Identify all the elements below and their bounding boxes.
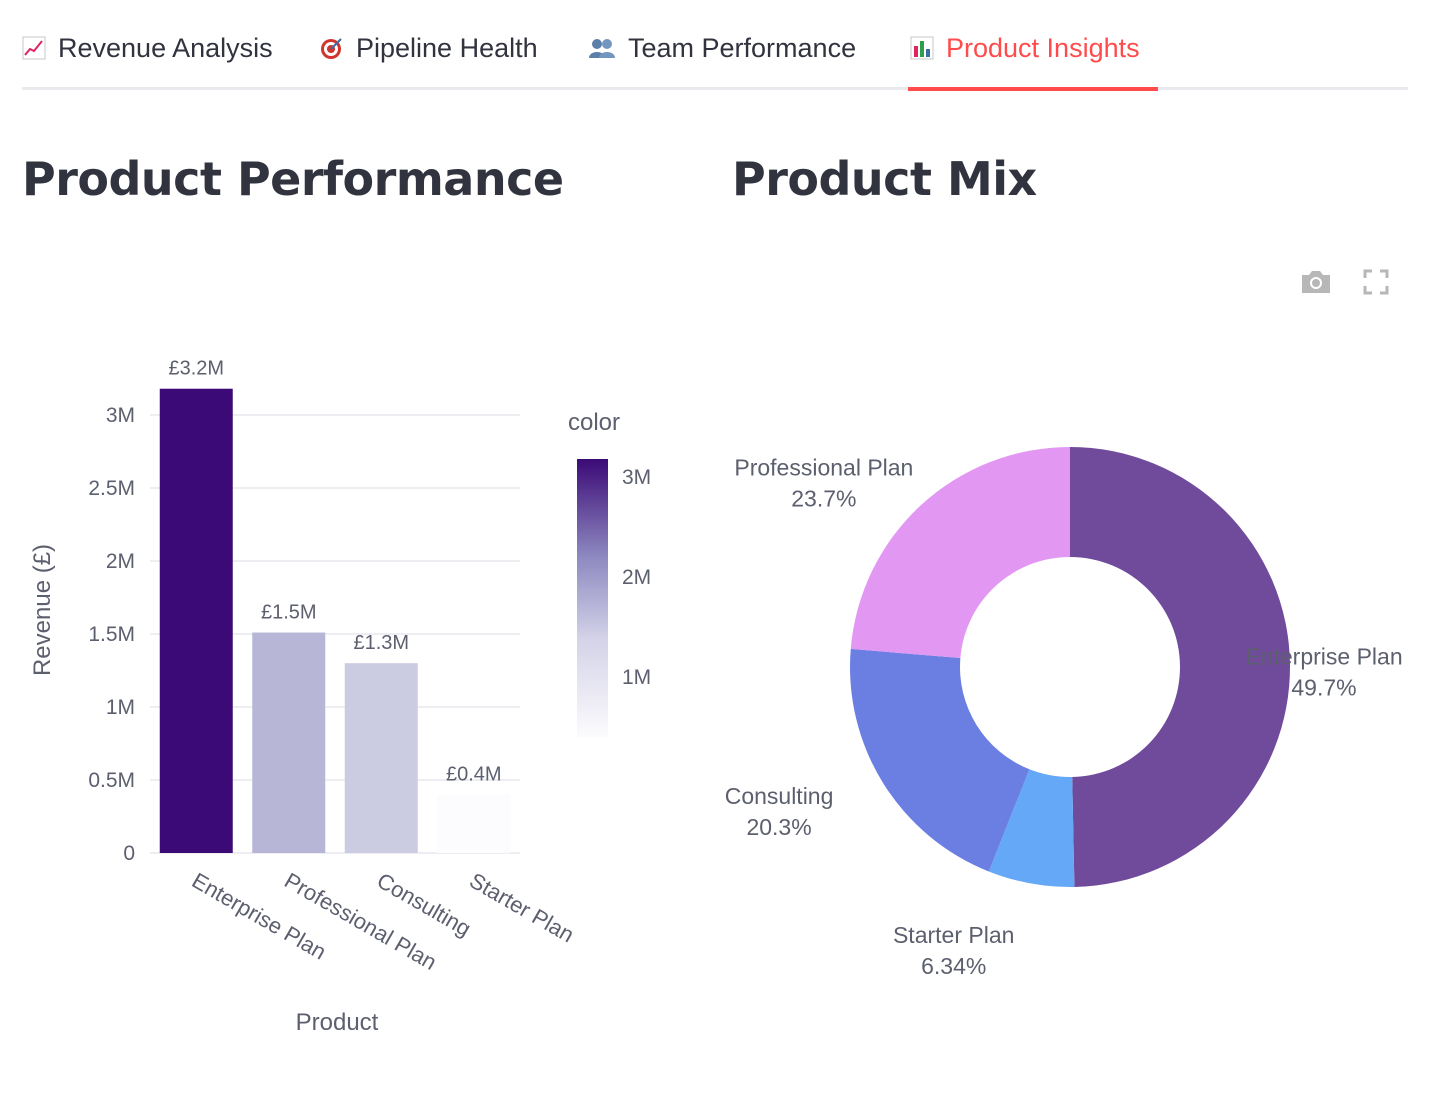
product-performance-title: Product Performance [22,152,564,206]
tab-label: Product Insights [946,32,1140,63]
pie-percent-label: 6.34% [921,953,986,979]
tab-bar-divider [22,87,1408,90]
bar-data-label: £1.3M [353,632,409,654]
y-tick-label: 2M [106,550,135,573]
pie-percent-label: 49.7% [1291,674,1356,700]
bar-data-label: £0.4M [446,764,502,786]
bar[interactable] [344,663,418,853]
tab-team-performance[interactable]: Team Performance [588,28,856,68]
target-icon [320,36,344,60]
x-tick-label: Starter Plan [465,868,578,948]
pie-slice[interactable] [850,447,1070,658]
bar[interactable] [252,632,326,853]
fullscreen-icon[interactable] [1358,264,1394,300]
tab-label: Team Performance [628,32,857,63]
colorbar-tick-label: 2M [622,566,651,589]
chart-increasing-icon [22,36,46,60]
people-icon [588,36,616,60]
x-tick-label: Professional Plan [280,868,441,975]
colorbar: color 1M 2M 3M [568,409,651,737]
tab-label: Revenue Analysis [58,32,273,63]
pie-percent-label: 20.3% [746,814,811,840]
bar-data-label: £3.2M [168,358,224,380]
colorbar-tick-label: 1M [622,666,651,689]
bar[interactable] [159,388,233,853]
bar-data-label: £1.5M [261,602,317,624]
pie-percent-label: 23.7% [791,486,856,512]
colorbar-title: color [568,409,620,436]
bar[interactable] [437,794,511,853]
x-axis-label: Product [296,1009,379,1036]
pie-label: Professional Plan [734,455,913,481]
bar-chart-icon [910,36,934,60]
y-tick-label: 2.5M [88,477,135,500]
tab-product-insights[interactable]: Product Insights [910,28,1140,68]
colorbar-gradient [577,459,608,737]
colorbar-tick-label: 3M [622,466,651,489]
camera-icon[interactable] [1298,264,1334,300]
tab-pipeline-health[interactable]: Pipeline Health [320,28,538,68]
tab-revenue-analysis[interactable]: Revenue Analysis [22,28,273,68]
y-axis-label: Revenue (£) [29,544,56,676]
y-tick-label: 1M [106,696,135,719]
y-tick-label: 0.5M [88,769,135,792]
pie-label: Starter Plan [893,922,1014,948]
active-tab-indicator [908,87,1158,91]
y-tick-label: 3M [106,404,135,427]
tab-label: Pipeline Health [356,32,538,63]
product-mix-title: Product Mix [732,152,1037,206]
y-tick-label: 0 [123,842,135,865]
pie-slice[interactable] [988,769,1075,887]
tab-bar: Revenue Analysis Pipeline Health Team Pe… [22,0,1408,92]
product-mix-chart: Enterprise Plan 49.7% Starter Plan 6.34% Con… [725,447,1403,979]
pie-label: Enterprise Plan [1245,643,1402,669]
pie-slice[interactable] [850,648,1030,872]
pie-slice[interactable] [1070,447,1290,887]
y-tick-label: 1.5M [88,623,135,646]
product-performance-chart: 0 0.5M 1M 1.5M 2M 2.5M 3M £3.2M £1.5M £1.3M £0.4M… [29,358,651,1036]
pie-label: Consulting [725,783,834,809]
